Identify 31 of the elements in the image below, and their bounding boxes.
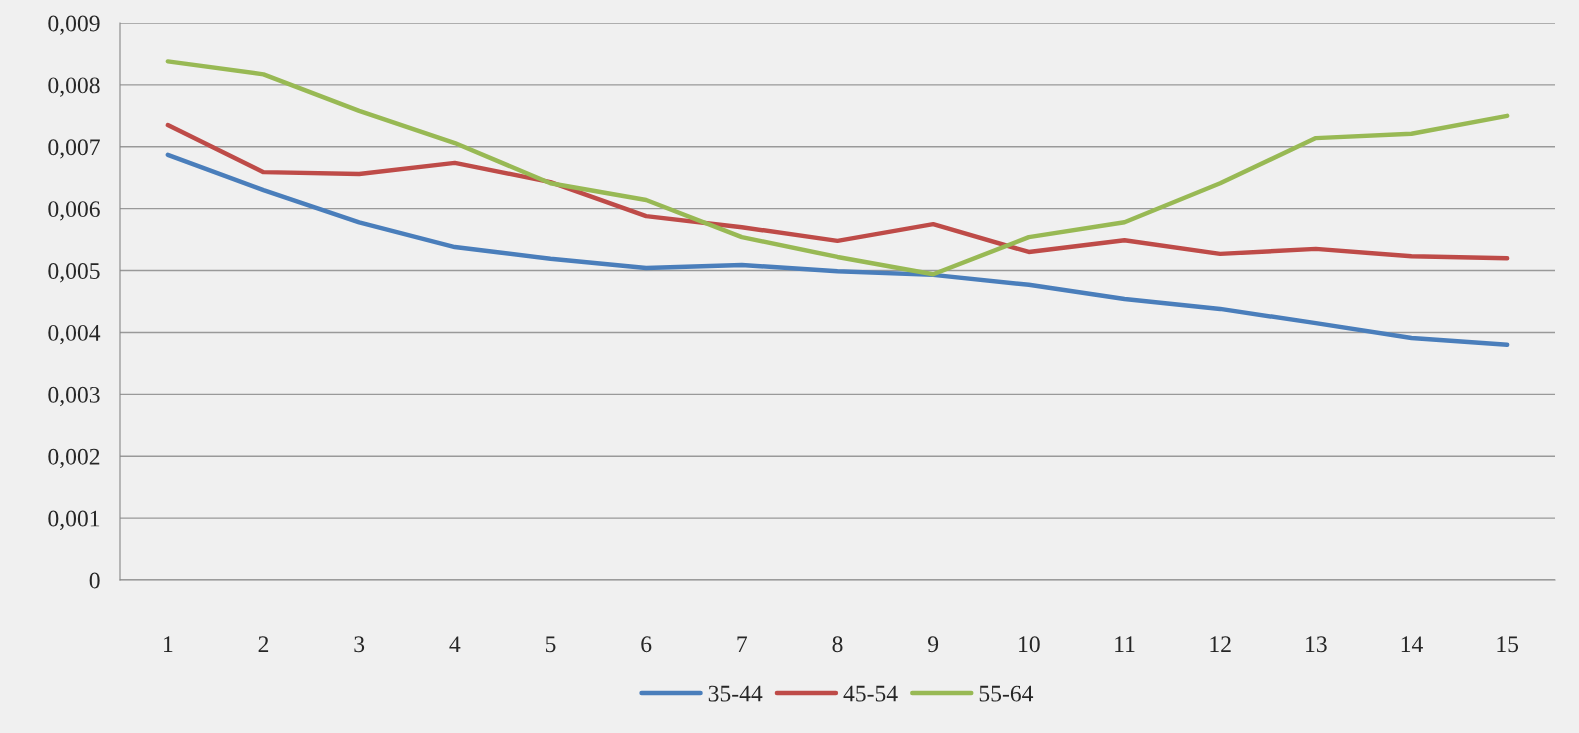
y-tick-label: 0,006 — [48, 201, 100, 221]
y-tick-label: 0,003 — [48, 386, 100, 407]
legend-label: 35-44 — [708, 685, 763, 702]
x-tick-label: 7 — [737, 636, 748, 652]
y-tick-label: 0,002 — [48, 448, 100, 469]
x-tick-label: 12 — [1210, 636, 1231, 652]
x-tick-label: 4 — [449, 636, 461, 652]
x-tick-label: 8 — [832, 636, 843, 653]
x-tick-label: 13 — [1306, 636, 1327, 653]
x-tick-label: 14 — [1401, 636, 1423, 652]
x-tick-label: 11 — [1115, 636, 1135, 652]
line-series — [165, 59, 1510, 277]
x-tick-label: 2 — [258, 636, 269, 652]
y-tick-label: 0,008 — [48, 77, 100, 97]
x-tick-label: 5 — [545, 636, 556, 653]
legend-label: 45-54 — [843, 685, 898, 702]
x-tick-label: 6 — [641, 636, 652, 653]
legend-label: 55-64 — [979, 685, 1034, 702]
x-tick-label: 1 — [164, 636, 173, 652]
y-tick-label: 0,005 — [48, 263, 100, 283]
x-tick-label: 10 — [1019, 636, 1040, 653]
line-series — [165, 152, 1510, 348]
line-series — [165, 122, 1510, 261]
y-tick-label: 0,001 — [48, 510, 100, 530]
y-tick-label: 0,004 — [48, 324, 101, 345]
x-tick-label: 3 — [354, 636, 365, 653]
y-tick-label: 0,007 — [48, 139, 100, 159]
x-tick-label: 9 — [928, 636, 939, 653]
y-tick-label: 0,009 — [48, 15, 100, 35]
x-tick-label: 15 — [1497, 636, 1519, 653]
y-tick-label: 0 — [89, 572, 100, 589]
